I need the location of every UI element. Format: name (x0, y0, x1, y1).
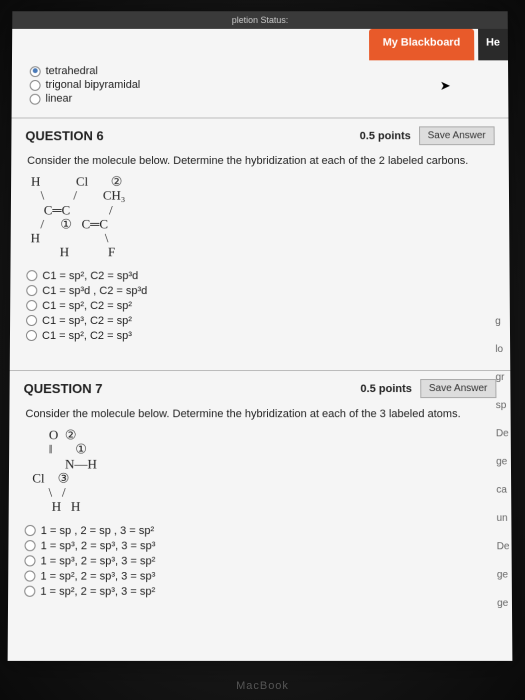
option-label: C1 = sp³d , C2 = sp³d (42, 285, 147, 297)
molecule-diagram: H Cl ② \ / CH₃ C═C / / ① C═C H \ H F (30, 175, 493, 260)
option-label: 1 = sp , 2 = sp , 3 = sp² (41, 525, 155, 537)
radio-icon (26, 300, 37, 311)
option-label: linear (45, 93, 72, 105)
option-linear[interactable]: linear (30, 93, 141, 105)
macbook-label: MacBook (236, 680, 289, 692)
save-answer-button[interactable]: Save Answer (419, 126, 495, 145)
option-label: tetrahedral (46, 65, 98, 77)
points-label: 0.5 points (360, 130, 411, 142)
q6-option-2[interactable]: C1 = sp³d , C2 = sp³d (26, 285, 494, 297)
option-label: 1 = sp³, 2 = sp³, 3 = sp² (41, 555, 156, 567)
points-label: 0.5 points (360, 383, 411, 395)
header-buttons: My Blackboard He (369, 29, 508, 60)
radio-icon (24, 571, 35, 582)
q6-option-3[interactable]: C1 = sp², C2 = sp² (26, 300, 494, 312)
header-right-button[interactable]: He (478, 29, 508, 60)
q7-option-4[interactable]: 1 = sp², 2 = sp³, 3 = sp³ (24, 570, 495, 582)
radio-icon (26, 330, 37, 341)
answer-options: C1 = sp², C2 = sp³d C1 = sp³d , C2 = sp³… (26, 270, 494, 342)
my-blackboard-button[interactable]: My Blackboard (369, 29, 475, 60)
question-7: QUESTION 7 0.5 points Save Answer Consid… (8, 370, 512, 613)
prev-question-options: tetrahedral trigonal bipyramidal linear (30, 65, 141, 106)
radio-icon (24, 586, 35, 597)
molecule-diagram: O ② ‖ ① N—H Cl ③ \ / H H (29, 428, 495, 514)
q6-option-4[interactable]: C1 = sp³, C2 = sp² (26, 315, 494, 327)
option-label: 1 = sp², 2 = sp³, 3 = sp³ (40, 570, 155, 582)
question-title: QUESTION 6 (25, 128, 103, 143)
side-cutoff-text: glogr spDege caunDe gege (495, 308, 510, 618)
q7-option-2[interactable]: 1 = sp³, 2 = sp³, 3 = sp³ (25, 540, 496, 552)
q6-option-5[interactable]: C1 = sp², C2 = sp³ (26, 330, 494, 342)
q7-option-5[interactable]: 1 = sp², 2 = sp³, 3 = sp² (24, 585, 496, 597)
radio-icon (30, 66, 41, 77)
question-6: QUESTION 6 0.5 points Save Answer Consid… (10, 117, 510, 356)
radio-icon (25, 540, 36, 551)
q7-option-3[interactable]: 1 = sp³, 2 = sp³, 3 = sp² (24, 555, 495, 567)
q6-option-1[interactable]: C1 = sp², C2 = sp³d (26, 270, 493, 282)
save-answer-button[interactable]: Save Answer (420, 379, 497, 398)
answer-options: 1 = sp , 2 = sp , 3 = sp² 1 = sp³, 2 = s… (24, 525, 496, 598)
cursor-icon: ➤ (440, 78, 451, 94)
option-label: 1 = sp³, 2 = sp³, 3 = sp³ (41, 540, 156, 552)
radio-icon (30, 80, 41, 91)
q7-option-1[interactable]: 1 = sp , 2 = sp , 3 = sp² (25, 525, 496, 537)
status-bar: pletion Status: (12, 11, 508, 29)
option-label: trigonal bipyramidal (46, 79, 141, 91)
radio-icon (26, 270, 37, 281)
option-label: C1 = sp², C2 = sp³ (42, 330, 132, 342)
option-tetrahedral[interactable]: tetrahedral (30, 65, 141, 77)
option-label: 1 = sp², 2 = sp³, 3 = sp² (40, 585, 155, 597)
question-prompt: Consider the molecule below. Determine t… (27, 155, 493, 167)
option-label: C1 = sp³, C2 = sp² (42, 315, 132, 327)
option-trigonal[interactable]: trigonal bipyramidal (30, 79, 141, 91)
radio-icon (30, 93, 41, 104)
radio-icon (26, 285, 37, 296)
radio-icon (24, 556, 35, 567)
radio-icon (26, 315, 37, 326)
option-label: C1 = sp², C2 = sp³d (42, 270, 138, 282)
radio-icon (25, 525, 36, 536)
question-title: QUESTION 7 (24, 381, 103, 396)
question-prompt: Consider the molecule below. Determine t… (25, 408, 494, 420)
option-label: C1 = sp², C2 = sp² (42, 300, 132, 312)
